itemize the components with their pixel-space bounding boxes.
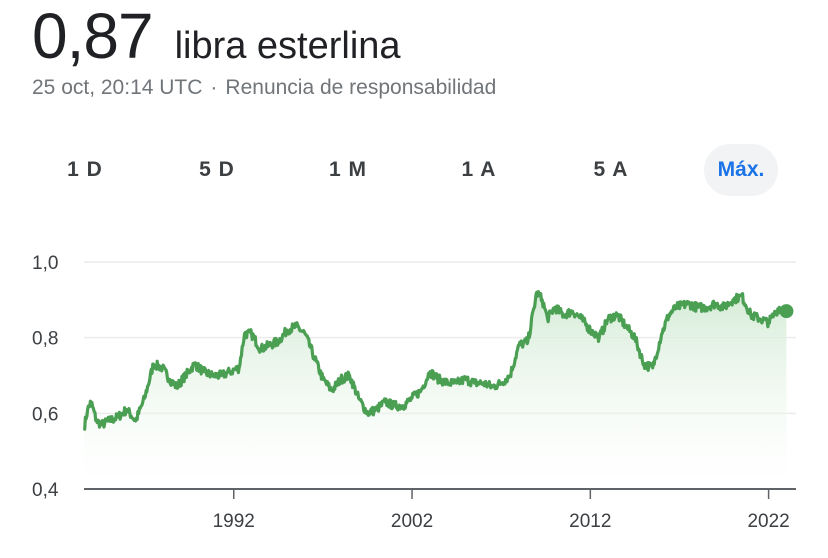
range-tab-1a[interactable]: 1 A	[461, 158, 497, 181]
x-axis-ticks: 1992 2002 2012 2022	[213, 489, 790, 532]
meta-row: 25 oct, 20:14 UTC · Renuncia de responsa…	[32, 76, 496, 100]
range-tab-5d[interactable]: 5 D	[199, 158, 235, 181]
timestamp: 25 oct, 20:14 UTC	[32, 76, 203, 99]
x-tick-label: 1992	[213, 511, 255, 532]
x-tick-label: 2002	[391, 511, 433, 532]
x-tick-label: 2012	[569, 511, 611, 532]
last-value-dot[interactable]	[779, 304, 794, 319]
range-tab-5a[interactable]: 5 A	[593, 158, 629, 181]
range-tabs: 1 D 5 D 1 M 1 A 5 A Máx.	[40, 144, 800, 196]
range-tab-max[interactable]: Máx.	[704, 144, 778, 196]
price-chart[interactable]: 1,0 0,8 0,6 0,4 1992 2002 2012 2022	[0, 230, 828, 558]
exchange-rate-value: 0,87	[32, 0, 154, 72]
price-header: 0,87 libra esterlina	[32, 0, 401, 72]
y-tick-label: 0,6	[32, 404, 58, 425]
y-tick-label: 0,4	[32, 480, 59, 501]
range-tab-1d[interactable]: 1 D	[67, 158, 103, 181]
y-tick-label: 1,0	[32, 253, 58, 274]
meta-separator: ·	[210, 76, 218, 99]
disclaimer-link[interactable]: Renuncia de responsabilidad	[225, 76, 497, 99]
y-tick-label: 0,8	[32, 329, 58, 350]
area-fill	[84, 291, 787, 489]
range-tab-1m[interactable]: 1 M	[328, 158, 367, 181]
series-line	[82, 290, 788, 431]
x-tick-label: 2022	[747, 511, 789, 532]
currency-name: libra esterlina	[174, 25, 401, 67]
y-axis-labels: 1,0 0,8 0,6 0,4	[32, 253, 59, 501]
